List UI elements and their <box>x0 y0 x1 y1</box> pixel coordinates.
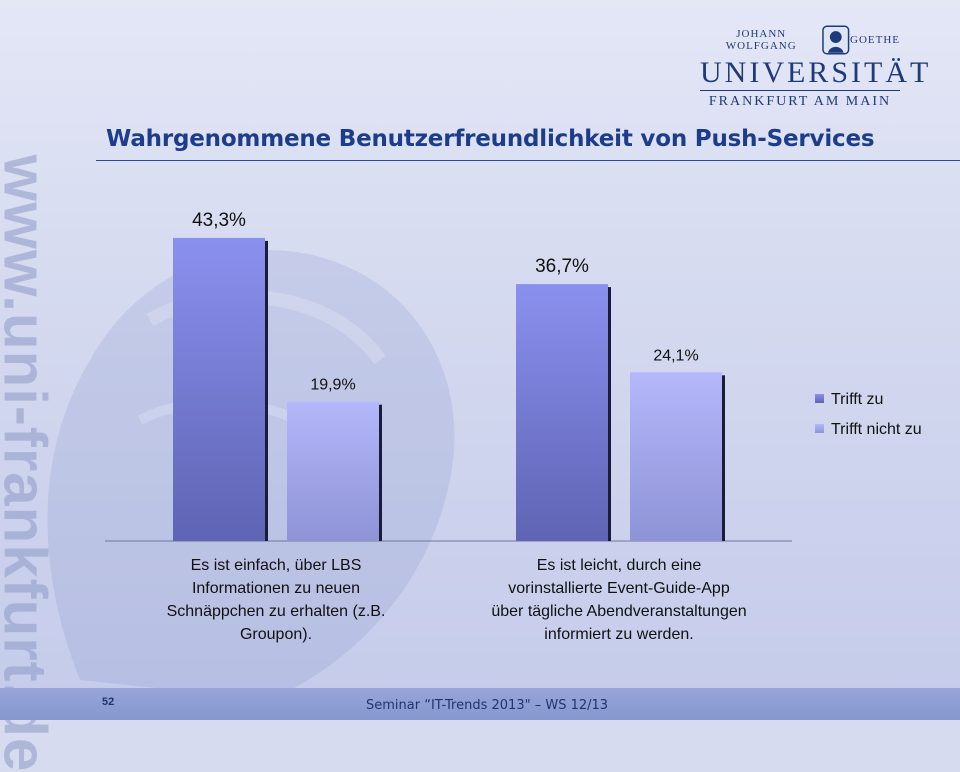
category-label-line: über tägliche Abendveranstaltungen <box>491 603 746 620</box>
title-underline <box>96 160 960 161</box>
category-label-line: Schnäppchen zu erhalten (z.B. <box>167 603 386 620</box>
bar-2-1 <box>287 401 379 541</box>
logo-text-sub: FRANKFURT AM MAIN <box>708 94 892 109</box>
bar-1-1 <box>173 237 265 541</box>
logo-text-top-left: JOHANN WOLFGANG <box>725 28 797 52</box>
category-label-line: vorinstallierte Event-Guide-App <box>508 580 730 597</box>
data-label: 36,7% <box>535 256 589 277</box>
data-label: 43,3% <box>192 210 246 231</box>
category-label-line: informiert zu werden. <box>544 626 693 643</box>
logo-divider <box>700 90 900 91</box>
category-label-line: Es ist leicht, durch eine <box>537 557 702 574</box>
data-label: 24,1% <box>653 347 698 364</box>
legend-label-1: Trifft zu <box>831 391 883 408</box>
legend-swatch-2 <box>815 424 824 433</box>
footer-text: Seminar “IT-Trends 2013" – WS 12/13 <box>366 698 609 713</box>
bar-1-2 <box>516 284 608 541</box>
university-logo: JOHANN WOLFGANG GOETHE UNIVERSITÄT FRANK… <box>700 24 932 111</box>
footer-bar <box>0 688 960 720</box>
slide-background <box>0 0 960 720</box>
bar-chart: 43,3% 19,9% Es ist einfach, über LBS Inform… <box>105 210 922 643</box>
slide-title: Wahrgenommene Benutzerfreundlichkeit von… <box>106 126 875 152</box>
bar-2-2 <box>630 372 722 541</box>
category-label: Es ist einfach, über LBS Informationen zu… <box>167 557 386 643</box>
category-label: Es ist leicht, durch eine vorinstallierte… <box>491 557 746 643</box>
logo-text-top-right: GOETHE <box>850 34 900 46</box>
category-label-line: Groupon). <box>240 626 312 643</box>
data-label: 19,9% <box>310 377 355 394</box>
page-number: 52 <box>102 696 115 708</box>
logo-text-main: UNIVERSITÄT <box>700 56 932 89</box>
legend-label-2: Trifft nicht zu <box>831 421 922 438</box>
category-label-line: Informationen zu neuen <box>192 580 360 597</box>
category-label-line: Es ist einfach, über LBS <box>191 557 362 574</box>
goethe-seal-icon <box>822 25 850 55</box>
legend-swatch-1 <box>815 394 824 403</box>
